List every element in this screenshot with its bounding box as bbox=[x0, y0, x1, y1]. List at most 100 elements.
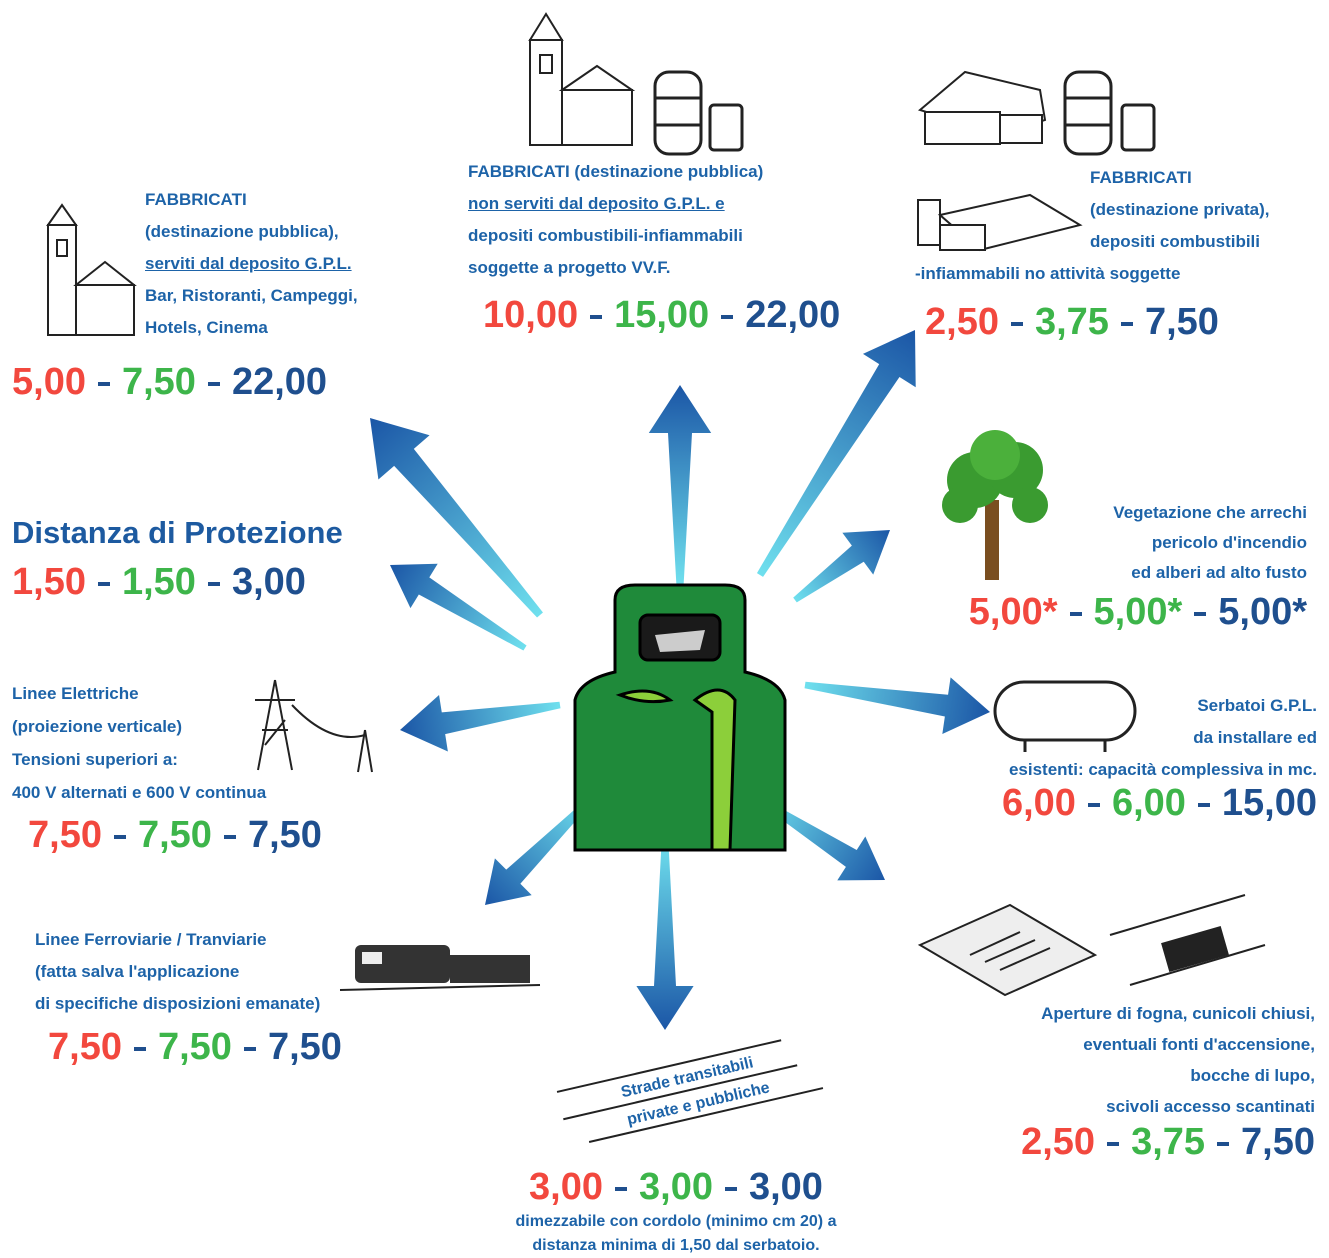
title: Distanza di Protezione bbox=[12, 515, 343, 551]
diagram: Strade transitabili private e pubbliche … bbox=[0, 0, 1329, 1258]
label-line: soggette a progetto VV.F. bbox=[468, 252, 763, 284]
page: Distanze di sicurezza {"nodes": [ {"line… bbox=[0, 0, 1329, 1258]
dash bbox=[1198, 803, 1210, 807]
label-line: FABBRICATI bbox=[915, 162, 1269, 194]
storage-icon bbox=[655, 72, 1154, 154]
distance: 2,50 bbox=[925, 301, 999, 343]
dash bbox=[590, 315, 602, 319]
label-line: Hotels, Cinema bbox=[145, 312, 358, 344]
label-line: eventuali fonti d'accensione, bbox=[1041, 1029, 1315, 1060]
dash bbox=[1107, 1142, 1119, 1146]
distance: 7,50 bbox=[1145, 301, 1219, 343]
distance: 5,00* bbox=[969, 591, 1058, 633]
dash bbox=[1217, 1142, 1229, 1146]
arrow bbox=[805, 677, 990, 734]
church-icon bbox=[48, 205, 134, 335]
arrow bbox=[370, 418, 543, 618]
dash bbox=[1121, 322, 1133, 326]
distance: 7,50 bbox=[1241, 1121, 1315, 1163]
distance: 22,00 bbox=[232, 361, 327, 403]
distances: 10,00 15,00 22,00 bbox=[483, 293, 840, 337]
arrow bbox=[649, 385, 711, 585]
dash bbox=[1011, 322, 1023, 326]
distance: 5,00* bbox=[1094, 591, 1183, 633]
distance: 7,50 bbox=[268, 1026, 342, 1068]
label-line: depositi combustibili-infiammabili bbox=[468, 220, 763, 252]
note: dimezzabile con cordolo (minimo cm 20) a… bbox=[376, 1210, 976, 1258]
label-line: scivoli accesso scantinati bbox=[1041, 1091, 1315, 1122]
label: FABBRICATI(destinazione privata),deposit… bbox=[915, 162, 1269, 290]
label-line: FABBRICATI (destinazione pubblica) bbox=[468, 156, 763, 188]
label-line: Bar, Ristoranti, Campeggi, bbox=[145, 280, 358, 312]
label-line: Linee Ferroviarie / Tranviarie bbox=[35, 924, 320, 956]
distance: 6,00 bbox=[1112, 782, 1186, 824]
dash bbox=[134, 1047, 146, 1051]
distances: 3,00 3,00 3,00 bbox=[476, 1165, 876, 1209]
tree-icon bbox=[942, 430, 1048, 580]
label-line: (proiezione verticale) bbox=[12, 710, 266, 743]
dash bbox=[725, 1187, 737, 1191]
distance: 10,00 bbox=[483, 294, 578, 336]
train-icon bbox=[340, 945, 540, 990]
label-line: Vegetazione che arrechi bbox=[1113, 498, 1307, 528]
dash bbox=[224, 835, 236, 839]
label-line: di specifiche disposizioni emanate) bbox=[35, 988, 320, 1020]
label-line: ed alberi ad alto fusto bbox=[1113, 558, 1307, 588]
label: Linee Elettriche(proiezione verticale)Te… bbox=[12, 677, 266, 809]
distances: 1,50 1,50 3,00 bbox=[12, 560, 306, 604]
distances: 6,006,0015,00 bbox=[1002, 781, 1317, 825]
dash bbox=[98, 582, 110, 586]
distance: 15,00 bbox=[614, 294, 709, 336]
distance: 5,00* bbox=[1218, 591, 1307, 633]
distance: 3,00 bbox=[529, 1166, 603, 1208]
dash bbox=[615, 1187, 627, 1191]
label-line: pericolo d'incendio bbox=[1113, 528, 1307, 558]
label-line: Aperture di fogna, cunicoli chiusi, bbox=[1041, 998, 1315, 1029]
label-line: Tensioni superiori a: bbox=[12, 743, 266, 776]
dash bbox=[1070, 612, 1082, 616]
dash bbox=[721, 315, 733, 319]
distance: 7,50 bbox=[28, 814, 102, 856]
distance: 1,50 bbox=[122, 561, 196, 603]
label: Aperture di fogna, cunicoli chiusi,event… bbox=[1041, 998, 1315, 1122]
distance: 1,50 bbox=[12, 561, 86, 603]
distance: 7,50 bbox=[158, 1026, 232, 1068]
pylon-icon bbox=[255, 680, 372, 772]
distance: 6,00 bbox=[1002, 782, 1076, 824]
dash bbox=[1088, 803, 1100, 807]
label-line: 400 V alternati e 600 V continua bbox=[12, 776, 266, 809]
label: FABBRICATI (destinazione pubblica)non se… bbox=[468, 156, 763, 284]
label-line: Linee Elettriche bbox=[12, 677, 266, 710]
distance: 7,50 bbox=[248, 814, 322, 856]
label: Linee Ferroviarie / Tranviarie(fatta sal… bbox=[35, 924, 320, 1020]
label-line: serviti dal deposito G.P.L. bbox=[145, 248, 358, 280]
dash bbox=[1194, 612, 1206, 616]
arrow bbox=[757, 330, 916, 577]
arrow bbox=[793, 530, 890, 602]
label-line: da installare ed bbox=[1009, 722, 1317, 754]
note-line: distanza minima di 1,50 dal serbatoio. bbox=[376, 1234, 976, 1258]
label-line: -infiammabili no attività soggette bbox=[915, 258, 1269, 290]
label-line: (destinazione privata), bbox=[915, 194, 1269, 226]
label-line: depositi combustibili bbox=[915, 226, 1269, 258]
road: Strade transitabili private e pubbliche bbox=[557, 1033, 823, 1146]
distances: 2,50 3,75 7,50 bbox=[925, 300, 1219, 344]
distance: 3,00 bbox=[232, 561, 306, 603]
distance: 3,00 bbox=[749, 1166, 823, 1208]
distance: 5,00 bbox=[12, 361, 86, 403]
distance: 22,00 bbox=[745, 294, 840, 336]
dash bbox=[208, 382, 220, 386]
note-line: dimezzabile con cordolo (minimo cm 20) a bbox=[376, 1210, 976, 1234]
label-line: FABBRICATI bbox=[145, 184, 358, 216]
label-line: Serbatoi G.P.L. bbox=[1009, 690, 1317, 722]
label-line: bocche di lupo, bbox=[1041, 1060, 1315, 1091]
gas-tank bbox=[575, 585, 785, 850]
distance: 3,00 bbox=[639, 1166, 713, 1208]
church-icon bbox=[530, 14, 632, 145]
distance: 3,75 bbox=[1035, 301, 1109, 343]
